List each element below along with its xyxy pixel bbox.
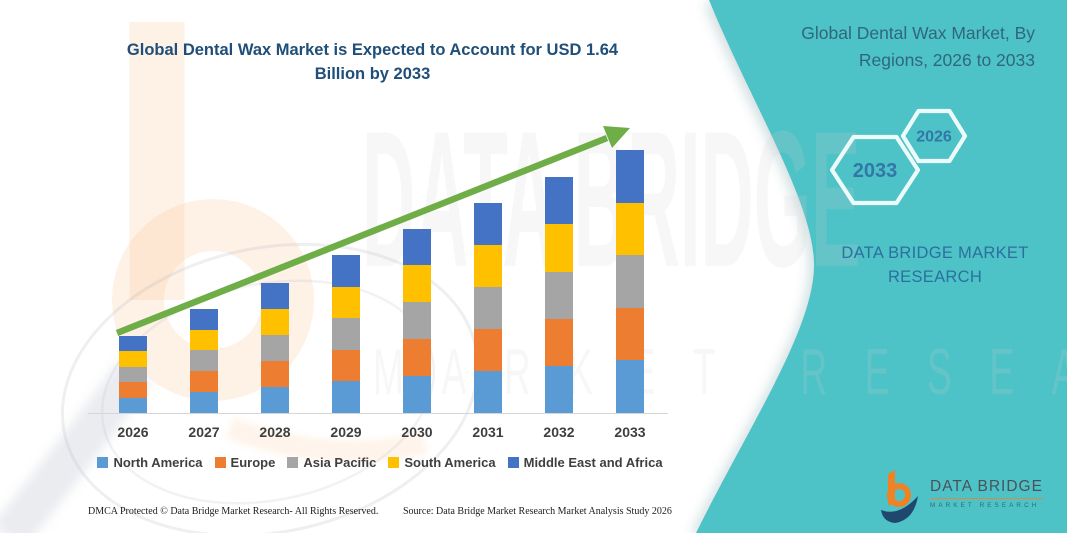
side-panel-title-line2: Regions, 2026 to 2033 xyxy=(858,50,1035,70)
year-hexagons: 2033 2026 xyxy=(829,108,968,206)
legend-item-south-america: South America xyxy=(388,455,496,470)
bar-segment-2031-north-america xyxy=(474,370,502,413)
bar-segment-2031-south-america xyxy=(474,244,502,287)
bar-segment-2027-europe xyxy=(190,371,218,393)
legend-swatch xyxy=(287,457,299,468)
x-axis-label-2026: 2026 xyxy=(117,424,149,440)
bar-segment-2027-north-america xyxy=(190,392,218,413)
bar-segment-2027-south-america xyxy=(190,329,218,351)
bar-segment-2029-europe xyxy=(332,349,360,382)
legend-item-europe: Europe xyxy=(214,455,276,470)
bar-segment-2028-south-america xyxy=(261,309,289,336)
bar-segment-2026-middle-east-and-africa xyxy=(119,336,147,352)
bar-segment-2030-asia-pacific xyxy=(403,302,431,340)
logo-b-icon xyxy=(881,470,918,523)
legend-item-middle-east-and-africa: Middle East and Africa xyxy=(507,455,663,470)
brand-line2: RESEARCH xyxy=(887,268,983,286)
dmca-notice: DMCA Protected © Data Bridge Market Rese… xyxy=(88,506,379,517)
stacked-bars xyxy=(119,150,644,413)
chart-title: Global Dental Wax Market is Expected to … xyxy=(95,38,650,86)
x-axis-label-2031: 2031 xyxy=(472,424,504,440)
hexagon-year-2033: 2033 xyxy=(853,160,898,182)
x-axis-label-2027: 2027 xyxy=(188,424,220,440)
bar-segment-2029-south-america xyxy=(332,286,360,319)
brand-wordmark: DATA BRIDGE MARKET RESEARCH xyxy=(810,241,1060,289)
logo-rule xyxy=(930,497,1043,499)
bar-segment-2033-europe xyxy=(616,307,644,361)
legend-swatch xyxy=(507,457,519,468)
bar-segment-2029-north-america xyxy=(332,381,360,413)
bar-segment-2026-asia-pacific xyxy=(119,366,147,383)
x-axis-label-2033: 2033 xyxy=(614,424,646,440)
legend-label: Asia Pacific xyxy=(303,455,377,470)
bar-segment-2032-south-america xyxy=(545,224,573,272)
source-note: Source: Data Bridge Market Research Mark… xyxy=(403,506,672,517)
bar-segment-2028-asia-pacific xyxy=(261,335,289,362)
trend-arrow xyxy=(115,126,630,337)
legend-label: Middle East and Africa xyxy=(523,455,663,470)
chart-legend: North America Europe Asia Pacific South Ame… xyxy=(82,455,678,470)
bar-segment-2032-north-america xyxy=(545,365,573,413)
bar-segment-2029-asia-pacific xyxy=(332,318,360,350)
x-axis-label-2032: 2032 xyxy=(543,424,575,440)
legend-label: North America xyxy=(113,455,203,470)
bar-segment-2032-middle-east-and-africa xyxy=(545,177,573,225)
bar-segment-2030-south-america xyxy=(403,265,431,303)
bar-segment-2033-north-america xyxy=(616,360,644,413)
x-axis-line xyxy=(88,413,668,414)
legend-item-asia-pacific: Asia Pacific xyxy=(287,455,376,470)
side-panel-title: Global Dental Wax Market, By Regions, 20… xyxy=(735,20,1035,74)
bar-segment-2033-middle-east-and-africa xyxy=(616,150,644,203)
x-axis-label-2028: 2028 xyxy=(259,424,291,440)
logo-subtitle: MARKET RESEARCH xyxy=(930,502,1040,509)
brand-line1: DATA BRIDGE MARKET xyxy=(841,244,1029,262)
chart-title-line1: Global Dental Wax Market is Expected to … xyxy=(126,41,619,59)
bar-segment-2033-south-america xyxy=(616,202,644,256)
legend-swatch xyxy=(214,457,226,468)
bar-segment-2031-asia-pacific xyxy=(474,286,502,329)
side-panel-title-line1: Global Dental Wax Market, By xyxy=(801,23,1035,43)
bar-segment-2032-europe xyxy=(545,318,573,366)
x-axis-label-2029: 2029 xyxy=(330,424,362,440)
bar-segment-2032-asia-pacific xyxy=(545,271,573,319)
legend-swatch xyxy=(388,457,400,468)
bar-segment-2031-middle-east-and-africa xyxy=(474,202,502,245)
bar-segment-2033-asia-pacific xyxy=(616,255,644,308)
legend-label: Europe xyxy=(230,455,276,470)
bar-segment-2030-middle-east-and-africa xyxy=(403,228,431,266)
legend-swatch xyxy=(97,457,109,468)
legend-item-north-america: North America xyxy=(97,455,203,470)
chart-title-line2: Billion by 2033 xyxy=(314,65,431,83)
bar-segment-2026-europe xyxy=(119,382,147,398)
bar-segment-2028-middle-east-and-africa xyxy=(261,283,289,310)
bar-segment-2026-south-america xyxy=(119,351,147,367)
logo-name: DATA BRIDGE xyxy=(930,478,1043,495)
bar-segment-2028-europe xyxy=(261,361,289,387)
data-bridge-logo: DATA BRIDGE MARKET RESEARCH xyxy=(878,468,1043,526)
legend-label: South America xyxy=(404,455,496,470)
bar-segment-2031-europe xyxy=(474,328,502,371)
bar-segment-2030-north-america xyxy=(403,376,431,413)
bar-segment-2026-north-america xyxy=(119,397,147,413)
bar-segment-2028-north-america xyxy=(261,387,289,413)
bar-segment-2027-asia-pacific xyxy=(190,350,218,372)
hexagon-year-2026: 2026 xyxy=(916,129,952,146)
bar-segment-2030-europe xyxy=(403,339,431,377)
bar-segment-2027-middle-east-and-africa xyxy=(190,308,218,330)
x-axis-label-2030: 2030 xyxy=(401,424,433,440)
bar-segment-2029-middle-east-and-africa xyxy=(332,255,360,287)
